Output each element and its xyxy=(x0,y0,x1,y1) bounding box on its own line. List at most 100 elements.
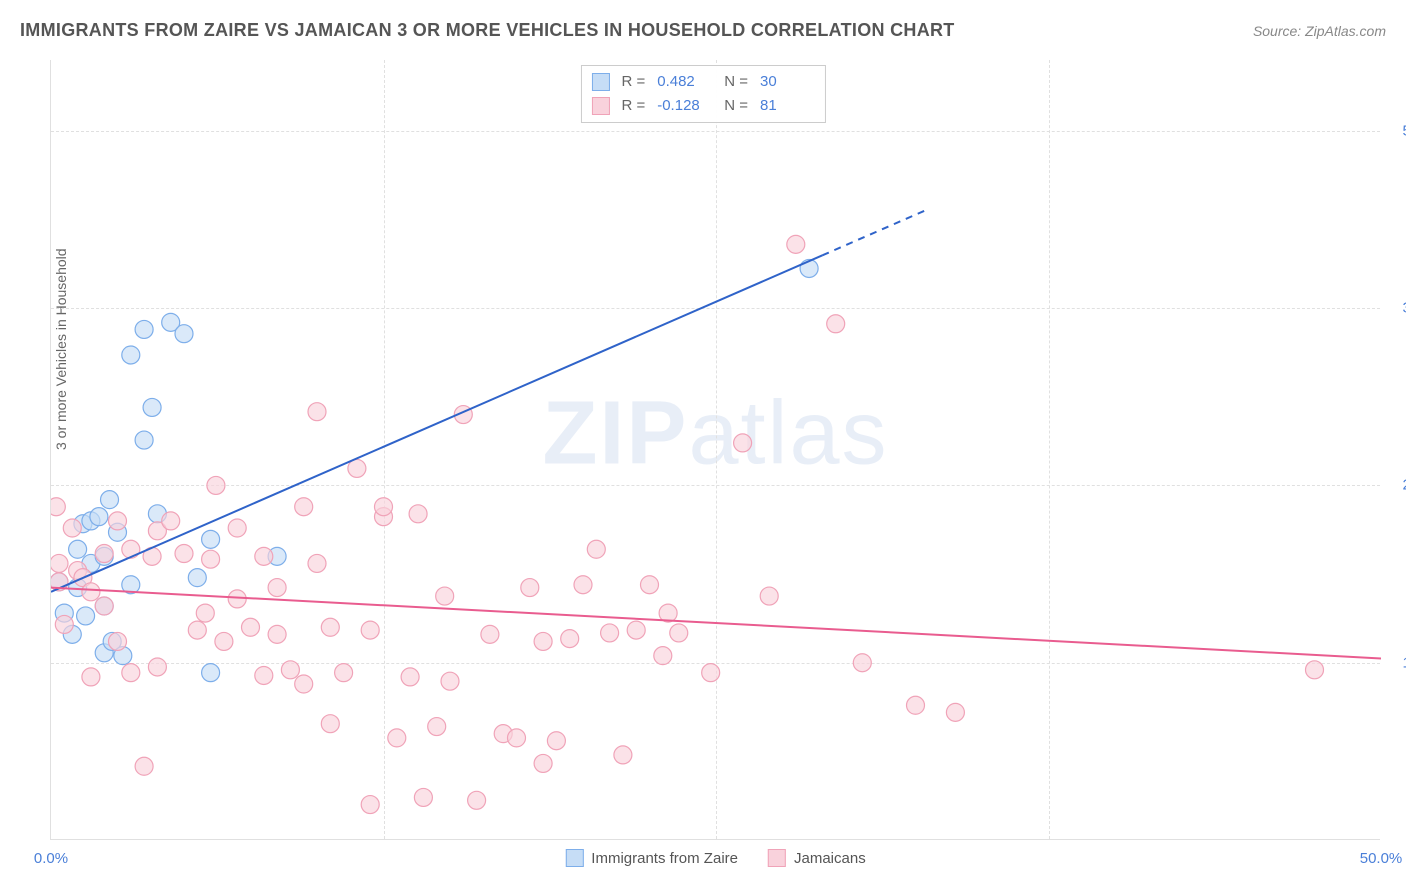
y-tick-label: 25.0% xyxy=(1402,477,1406,494)
scatter-point xyxy=(207,476,225,494)
scatter-point xyxy=(228,590,246,608)
scatter-point xyxy=(654,647,672,665)
source-text: Source: ZipAtlas.com xyxy=(1253,23,1386,39)
scatter-point xyxy=(82,668,100,686)
scatter-point xyxy=(175,545,193,563)
scatter-point xyxy=(202,664,220,682)
scatter-point xyxy=(295,498,313,516)
scatter-point xyxy=(77,607,95,625)
y-tick-label: 37.5% xyxy=(1402,300,1406,317)
scatter-point xyxy=(135,757,153,775)
scatter-point xyxy=(414,788,432,806)
stats-box: R = 0.482 N = 30 R = -0.128 N = 81 xyxy=(580,65,826,123)
scatter-point xyxy=(202,550,220,568)
scatter-point xyxy=(521,579,539,597)
scatter-point xyxy=(101,491,119,509)
scatter-point xyxy=(255,666,273,684)
scatter-point xyxy=(409,505,427,523)
swatch-icon xyxy=(591,97,609,115)
scatter-point xyxy=(51,498,65,516)
scatter-point xyxy=(534,632,552,650)
swatch-icon xyxy=(565,849,583,867)
scatter-point xyxy=(202,530,220,548)
scatter-point xyxy=(508,729,526,747)
legend-item-1: Jamaicans xyxy=(768,849,866,867)
scatter-point xyxy=(268,625,286,643)
scatter-point xyxy=(436,587,454,605)
scatter-point xyxy=(468,791,486,809)
scatter-point xyxy=(90,508,108,526)
plot-area: ZIPatlas 3 or more Vehicles in Household… xyxy=(50,60,1380,840)
scatter-point xyxy=(760,587,778,605)
scatter-point xyxy=(148,658,166,676)
scatter-point xyxy=(95,597,113,615)
scatter-point xyxy=(196,604,214,622)
legend-item-0: Immigrants from Zaire xyxy=(565,849,738,867)
scatter-point xyxy=(122,540,140,558)
scatter-point xyxy=(361,621,379,639)
stats-row-series-1: R = -0.128 N = 81 xyxy=(591,94,815,118)
scatter-point xyxy=(268,579,286,597)
scatter-point xyxy=(321,715,339,733)
scatter-point xyxy=(853,654,871,672)
scatter-point xyxy=(641,576,659,594)
scatter-point xyxy=(827,315,845,333)
scatter-point xyxy=(601,624,619,642)
scatter-point xyxy=(670,624,688,642)
scatter-point xyxy=(321,618,339,636)
scatter-point xyxy=(547,732,565,750)
scatter-point xyxy=(55,615,73,633)
scatter-point xyxy=(587,540,605,558)
scatter-point xyxy=(215,632,233,650)
scatter-point xyxy=(175,325,193,343)
scatter-point xyxy=(122,664,140,682)
scatter-point xyxy=(361,796,379,814)
scatter-point xyxy=(481,625,499,643)
scatter-point xyxy=(228,519,246,537)
scatter-point xyxy=(401,668,419,686)
scatter-point xyxy=(255,547,273,565)
swatch-icon xyxy=(768,849,786,867)
scatter-point xyxy=(188,569,206,587)
trend-line xyxy=(51,255,822,591)
scatter-point xyxy=(907,696,925,714)
scatter-point xyxy=(63,519,81,537)
scatter-point xyxy=(388,729,406,747)
scatter-point xyxy=(51,554,68,572)
scatter-point xyxy=(109,512,127,530)
scatter-point xyxy=(335,664,353,682)
y-tick-label: 12.5% xyxy=(1402,654,1406,671)
scatter-point xyxy=(614,746,632,764)
scatter-point xyxy=(308,403,326,421)
scatter-point xyxy=(946,703,964,721)
scatter-point xyxy=(188,621,206,639)
scatter-point xyxy=(122,346,140,364)
chart-title: IMMIGRANTS FROM ZAIRE VS JAMAICAN 3 OR M… xyxy=(20,20,955,41)
scatter-point xyxy=(787,235,805,253)
scatter-point xyxy=(143,398,161,416)
scatter-point xyxy=(242,618,260,636)
scatter-point xyxy=(702,664,720,682)
scatter-point xyxy=(441,672,459,690)
scatter-point xyxy=(627,621,645,639)
x-tick-label: 0.0% xyxy=(34,850,68,867)
scatter-point xyxy=(574,576,592,594)
scatter-svg xyxy=(51,60,1381,840)
scatter-point xyxy=(1306,661,1324,679)
y-tick-label: 50.0% xyxy=(1402,122,1406,139)
scatter-point xyxy=(534,754,552,772)
scatter-point xyxy=(135,431,153,449)
scatter-point xyxy=(95,545,113,563)
scatter-point xyxy=(734,434,752,452)
stats-row-series-0: R = 0.482 N = 30 xyxy=(591,70,815,94)
swatch-icon xyxy=(591,73,609,91)
scatter-point xyxy=(428,718,446,736)
scatter-point xyxy=(109,632,127,650)
scatter-point xyxy=(69,540,87,558)
scatter-point xyxy=(375,498,393,516)
scatter-point xyxy=(135,320,153,338)
scatter-point xyxy=(162,512,180,530)
scatter-point xyxy=(561,630,579,648)
bottom-legend: Immigrants from Zaire Jamaicans xyxy=(565,849,865,867)
x-tick-label: 50.0% xyxy=(1360,850,1403,867)
